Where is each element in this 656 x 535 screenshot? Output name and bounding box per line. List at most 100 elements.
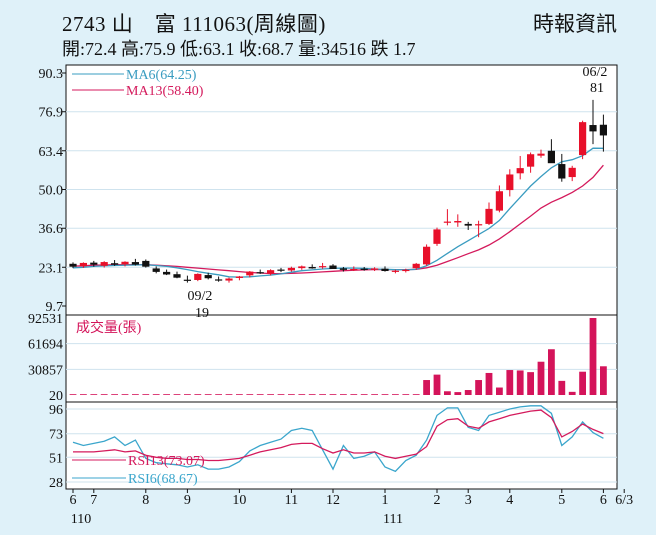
candle-body — [402, 269, 410, 272]
candle-body — [360, 268, 368, 270]
candle-body — [277, 269, 285, 271]
price-tick-label: 76.9 — [39, 106, 64, 121]
candle — [558, 153, 566, 182]
volume-bar — [589, 318, 597, 395]
annotation-high-value: 81 — [590, 81, 604, 96]
candle — [131, 258, 139, 266]
candle — [589, 99, 597, 145]
candle — [599, 114, 607, 152]
volume-bar — [485, 372, 493, 395]
volume-bar — [194, 394, 202, 395]
candle-body — [433, 229, 441, 244]
volume-bar — [568, 391, 576, 395]
candle-body — [121, 261, 129, 265]
candle-body — [215, 279, 223, 281]
volume-bar — [319, 394, 326, 395]
candle — [183, 275, 191, 283]
x-year-label: 111 — [383, 512, 403, 527]
volume-tick-label: 20 — [49, 389, 63, 404]
candle — [433, 227, 441, 246]
volume-bar — [360, 394, 368, 395]
candle — [225, 277, 233, 283]
candle-body — [547, 150, 555, 164]
volume-bar — [579, 371, 586, 395]
candle — [391, 269, 399, 274]
candle — [69, 262, 77, 269]
rsi-legend: RSI13(73.07) RSI6(68.67) — [72, 454, 205, 487]
candle-body — [256, 272, 264, 274]
legend-ma6: MA6(64.25) — [126, 68, 197, 83]
candle-body — [599, 124, 607, 136]
candle-body — [267, 270, 275, 274]
candle-body — [319, 266, 327, 268]
volume-bar — [340, 394, 347, 395]
candle-body — [204, 275, 212, 279]
candle — [100, 261, 108, 268]
candle-body — [558, 164, 566, 179]
candle-body — [194, 273, 202, 280]
candle-body — [350, 268, 358, 271]
candle — [163, 269, 171, 276]
price-tick-label: 36.6 — [39, 222, 64, 237]
candle-body — [183, 279, 191, 281]
volume-bar — [69, 394, 77, 395]
x-tick-label: 8 — [142, 493, 149, 508]
price-tick-label: 50.0 — [39, 184, 64, 199]
candle-body — [235, 276, 243, 278]
volume-bar — [142, 394, 150, 395]
candle-body — [69, 263, 77, 267]
x-tick-label: 2 — [434, 493, 441, 508]
candle — [298, 265, 306, 270]
rsi-tick-label: 96 — [49, 403, 63, 418]
candlesticks — [69, 99, 607, 283]
volume-bar — [225, 394, 233, 395]
candle-body — [371, 268, 379, 270]
candle — [475, 220, 483, 238]
volume-bar — [246, 394, 254, 395]
volume-bar — [423, 380, 430, 395]
candle — [516, 155, 524, 180]
annotation-high-date: 06/2 — [583, 65, 608, 80]
x-tick-label: 6 — [70, 493, 77, 508]
x-year-label: 110 — [71, 512, 91, 527]
rsi-tick-label: 28 — [49, 476, 63, 491]
rsi6-line — [72, 405, 604, 473]
candle — [246, 271, 254, 278]
price-tick-label: 63.4 — [39, 145, 64, 160]
volume-bars — [69, 318, 607, 395]
candle — [485, 202, 493, 226]
candle — [350, 266, 358, 272]
y-axis-ticks: 9.7 23.1 36.6 50.0 63.4 76.9 90.3 20 30857 61694 9… — [28, 67, 66, 491]
volume-bar — [100, 394, 108, 395]
price-tick-label: 90.3 — [39, 67, 64, 82]
volume-bar — [111, 394, 118, 395]
candle-body — [246, 271, 254, 276]
volume-bar — [329, 394, 337, 395]
volume-bar — [298, 394, 306, 395]
candle-body — [423, 246, 431, 265]
volume-bar — [308, 394, 316, 395]
chart-title: 2743 山 富 111063(周線圖) — [62, 12, 326, 36]
candle — [90, 260, 98, 267]
candle-body — [287, 267, 295, 271]
candle — [194, 273, 202, 282]
volume-bar — [152, 394, 160, 395]
candle-body — [568, 167, 576, 178]
candle-body — [381, 268, 389, 272]
volume-bar — [433, 374, 441, 395]
candle — [204, 272, 212, 280]
price-tick-label: 23.1 — [39, 261, 64, 276]
rsi-tick-label: 51 — [49, 451, 63, 466]
candle — [111, 260, 119, 266]
rsi13-line — [73, 409, 604, 462]
x-tick-label: 7 — [90, 493, 97, 508]
candle — [308, 264, 316, 269]
candle — [454, 214, 462, 227]
candle — [506, 169, 514, 197]
volume-bar — [80, 394, 87, 395]
volume-bar — [558, 380, 566, 395]
volume-bar — [288, 394, 295, 395]
gridlines — [66, 111, 617, 483]
candle — [215, 276, 223, 282]
